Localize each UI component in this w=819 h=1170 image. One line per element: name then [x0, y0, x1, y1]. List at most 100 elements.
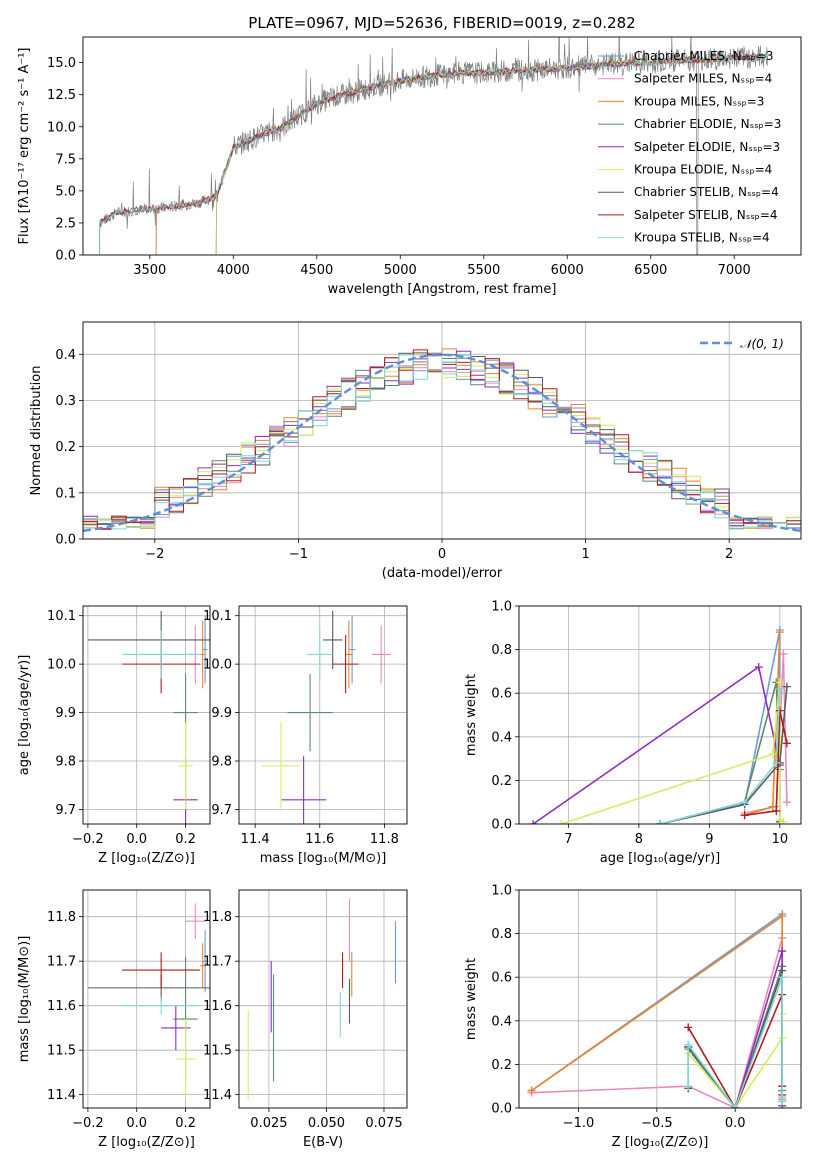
mass-weight-marker — [782, 798, 791, 807]
age-Z-ylabel: age [log₁₀(age/yr)] — [17, 655, 32, 776]
mass-weight-line — [561, 682, 784, 824]
residuals-ytick-label: 0.2 — [55, 440, 76, 455]
residual-histogram-step — [83, 348, 801, 529]
age-Z-panel: −0.2 0.0 0.2 9.7 9.8 9.9 10.0 10.1 Z [log₁₀(Z/Z⊙… — [17, 605, 211, 866]
age-mass-ytick-label: 9.8 — [211, 755, 232, 770]
error-bar-point — [175, 1019, 196, 1100]
spectrum-ytick-label: 7.5 — [55, 152, 76, 167]
age-Z-ytick-label: 9.9 — [55, 706, 76, 721]
mass-EBV-xlabel: E(B-V) — [303, 1135, 343, 1150]
mass-weight-marker — [778, 947, 787, 956]
mass-Z-frame — [82, 889, 211, 1109]
mass-weight-marker — [775, 628, 784, 637]
residuals-xtick-label: −1 — [289, 547, 308, 562]
spectrum-ylabel: Flux [fλ10⁻¹⁷ erg cm⁻² s⁻¹ A⁻¹] — [17, 48, 32, 245]
residuals-xtick-label: −2 — [145, 547, 164, 562]
mass-EBV-ytick-label: 11.6 — [203, 999, 232, 1014]
mass-Z-plot-area — [87, 903, 210, 1100]
legend-label: Salpeter STELIB, Nₛₛₚ=4 — [634, 208, 778, 222]
age-mass-ytick-label: 10.1 — [203, 609, 232, 624]
residuals-xtick-label: 2 — [725, 547, 733, 562]
spectrum-xtick-label: 5000 — [384, 263, 417, 278]
residuals-ytick-label: 0.3 — [55, 394, 76, 409]
weight-age-xtick-label: 10 — [772, 832, 789, 847]
error-bar-point — [261, 722, 301, 810]
error-bar-point — [345, 620, 353, 689]
error-bar-point — [306, 630, 333, 679]
weight-Z-frame — [518, 889, 802, 1109]
mass-weight-marker — [778, 912, 787, 921]
residuals-ytick-label: 0.4 — [55, 348, 76, 363]
mass-weight-marker — [557, 820, 566, 824]
age-mass-ytick-label: 9.7 — [211, 803, 232, 818]
mass-EBV-plot-area — [247, 898, 397, 1100]
weight-Z-xtick-label: 0.0 — [725, 1116, 746, 1131]
mass-Z-xtick-label: 0.0 — [126, 1116, 147, 1131]
mass-weight-line — [659, 682, 781, 824]
weight-Z-ytick-label: 0.4 — [491, 1014, 512, 1029]
weight-age-ytick-label: 1.0 — [491, 600, 512, 615]
spectrum-ytick-label: 15.0 — [47, 56, 76, 71]
mass-weight-line — [744, 710, 788, 817]
mass-Z-ytick-label: 11.5 — [47, 1044, 76, 1059]
weight-Z-xlabel: Z [log₁₀(Z/Z⊙)] — [612, 1135, 709, 1150]
residual-histogram-step — [83, 352, 801, 528]
mass-weight-marker — [779, 649, 788, 658]
mass-weight-marker — [754, 663, 763, 672]
residual-histogram-step — [83, 354, 801, 530]
residuals-xlabel: (data-model)/error — [382, 566, 503, 581]
spectrum-xtick-label: 7000 — [718, 263, 751, 278]
mass-weight-marker — [768, 750, 777, 759]
mass-Z-xtick-label: 0.2 — [175, 1116, 196, 1131]
error-bar-point — [281, 756, 327, 824]
legend-label: Chabrier MILES, Nₛₛₚ=3 — [634, 49, 774, 63]
weight-age-xtick-label: 7 — [564, 832, 572, 847]
mass-weight-line — [659, 688, 781, 824]
weight-age-panel: 7 8 9 10 0.0 0.2 0.4 0.6 0.8 1.0 age [log₁₀(age/yr… — [464, 600, 802, 866]
age-Z-xtick-label: −0.2 — [72, 832, 104, 847]
mass-Z-ytick-label: 11.4 — [47, 1088, 76, 1103]
weight-Z-ytick-label: 0.6 — [491, 971, 512, 986]
weight-Z-ytick-label: 0.2 — [491, 1058, 512, 1073]
mass-Z-ytick-label: 11.8 — [47, 910, 76, 925]
mass-weight-marker — [740, 811, 749, 820]
weight-Z-xtick-label: −0.5 — [641, 1116, 673, 1131]
weight-age-plot-area — [529, 625, 791, 824]
error-bar-point — [185, 903, 206, 939]
mass-EBV-xtick-label: 0.050 — [308, 1116, 345, 1131]
figure-title: PLATE=0967, MJD=52636, FIBERID=0019, z=0… — [248, 14, 635, 32]
mass-EBV-xtick-label: 0.025 — [250, 1116, 287, 1131]
age-Z-ytick-label: 10.1 — [47, 609, 76, 624]
age-Z-plot-area — [87, 610, 210, 824]
weight-age-xlabel: age [log₁₀(age/yr)] — [600, 851, 721, 866]
error-bar-point — [323, 610, 343, 669]
weight-Z-ytick-label: 0.8 — [491, 927, 512, 942]
mass-weight-marker — [782, 682, 791, 691]
mass-Z-ylabel: mass [log₁₀(M/M⊙)] — [17, 936, 32, 1063]
weight-age-ytick-label: 0.0 — [491, 818, 512, 833]
residuals-ytick-label: 0.1 — [55, 486, 76, 501]
mass-weight-marker — [527, 1086, 536, 1095]
mass-weight-marker — [740, 798, 749, 807]
weight-age-frame — [518, 605, 802, 825]
spectrum-xtick-label: 3500 — [133, 263, 166, 278]
age-mass-xtick-label: 11.6 — [305, 832, 334, 847]
weight-Z-plot-area — [527, 909, 787, 1108]
legend-label: Salpeter MILES, Nₛₛₚ=4 — [634, 72, 772, 86]
mass-weight-line — [532, 665, 781, 824]
mass-weight-marker — [529, 820, 538, 824]
age-mass-ytick-label: 9.9 — [211, 706, 232, 721]
mass-weight-marker — [772, 806, 781, 815]
residuals-frame — [82, 321, 802, 540]
spectrum-frame — [82, 36, 802, 256]
age-Z-xlabel: Z [log₁₀(Z/Z⊙)] — [98, 851, 195, 866]
mass-EBV-xtick-label: 0.075 — [365, 1116, 402, 1131]
mass-weight-marker — [656, 820, 664, 824]
weight-age-ytick-label: 0.2 — [491, 774, 512, 789]
age-mass-frame — [238, 605, 408, 825]
mass-Z-xtick-label: −0.2 — [72, 1116, 104, 1131]
mass-weight-marker — [684, 1040, 693, 1049]
mass-Z-ytick-label: 11.6 — [47, 999, 76, 1014]
residuals-panel: −2 −1 0 1 2 0.0 0.1 0.2 0.3 0.4 (data-model)/error… — [29, 321, 802, 581]
mass-Z-ytick-label: 11.7 — [47, 955, 76, 970]
